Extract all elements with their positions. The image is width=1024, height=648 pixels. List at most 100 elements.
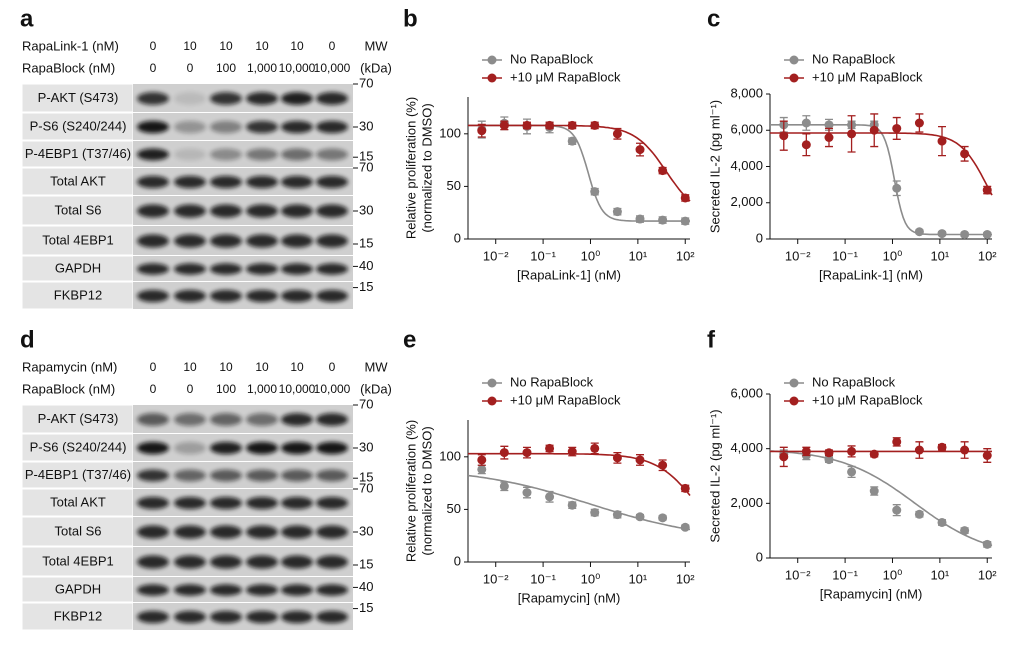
- blot-band: [281, 584, 313, 596]
- blot-band: [281, 289, 313, 303]
- blot-band: [281, 92, 313, 105]
- blot-band: [281, 469, 313, 482]
- data-point: [590, 187, 600, 197]
- data-point: [914, 118, 924, 128]
- legend-marker: [487, 378, 497, 388]
- blot-band: [316, 289, 348, 303]
- blot-row-label: Total S6: [55, 202, 102, 217]
- x-tick-label: 10⁰: [883, 567, 903, 582]
- blot-band: [281, 263, 313, 275]
- data-point: [982, 185, 992, 195]
- fit-curve: [769, 450, 993, 547]
- blot-band: [174, 120, 206, 134]
- lane-value: 10: [219, 39, 233, 53]
- data-point: [869, 449, 879, 459]
- data-point: [658, 166, 668, 176]
- panel-letter: e: [403, 326, 416, 353]
- blot-band: [137, 92, 169, 105]
- data-point: [914, 445, 924, 455]
- data-point: [477, 126, 487, 136]
- mw-label: 70: [359, 159, 373, 174]
- data-point: [847, 446, 857, 456]
- blot-band: [316, 584, 348, 596]
- lane-value: 10: [290, 39, 304, 53]
- x-tick-label: 10⁰: [581, 248, 601, 263]
- blot-band: [210, 555, 242, 569]
- y-tick-label: 0: [756, 549, 763, 564]
- blot-band: [137, 175, 169, 189]
- data-point: [567, 500, 577, 510]
- legend-label: +10 μM RapaBlock: [510, 392, 621, 407]
- y-tick-label: 0: [454, 230, 461, 245]
- blot-row-label: FKBP12: [54, 287, 102, 302]
- legend-marker: [789, 55, 799, 65]
- x-tick-label: 10⁻²: [483, 571, 509, 586]
- lane-value: 10,000: [279, 61, 316, 75]
- data-point: [545, 492, 555, 502]
- lane-value: 10: [183, 39, 197, 53]
- blot-band: [137, 610, 169, 624]
- data-point: [590, 443, 600, 453]
- mw-label: 15: [359, 235, 373, 250]
- mw-label: 70: [359, 396, 373, 411]
- data-point: [477, 455, 487, 465]
- data-point: [635, 455, 645, 465]
- mw-label: 40: [359, 579, 373, 594]
- lane-value: 10: [290, 360, 304, 374]
- blot-band: [210, 584, 242, 596]
- data-point: [892, 505, 902, 515]
- blot-band: [210, 234, 242, 248]
- y-tick-label: 6,000: [730, 385, 763, 400]
- data-point: [635, 145, 645, 155]
- blot-band: [281, 204, 313, 218]
- blot-row-label: P-4EBP1 (T37/46): [25, 467, 131, 482]
- legend-marker: [487, 396, 497, 406]
- data-point: [779, 452, 789, 462]
- blot-band: [246, 610, 278, 624]
- lane-value: 10,000: [314, 382, 351, 396]
- blot-band: [281, 525, 313, 539]
- blot-row-label: P-AKT (S473): [38, 411, 119, 426]
- blot-band: [174, 413, 206, 426]
- blot-band: [246, 469, 278, 482]
- data-point: [477, 464, 487, 474]
- lane-value: 10,000: [314, 61, 351, 75]
- blot-band: [210, 610, 242, 624]
- blot-band: [316, 148, 348, 161]
- mw-label: 30: [359, 118, 373, 133]
- blot-row-label: FKBP12: [54, 608, 102, 623]
- lane-value: 0: [150, 39, 157, 53]
- data-point: [612, 453, 622, 463]
- treatment-name: RapaBlock (nM): [22, 60, 115, 75]
- lane-value: 100: [216, 382, 236, 396]
- panel-letter: f: [707, 326, 716, 353]
- x-tick-label: 10⁻¹: [530, 248, 556, 263]
- data-point: [847, 129, 857, 139]
- blot-band: [174, 204, 206, 218]
- mw-label: 30: [359, 439, 373, 454]
- x-tick-label: 10¹: [628, 571, 647, 586]
- blot-band: [137, 289, 169, 303]
- blot-band: [281, 610, 313, 624]
- lane-value: 10,000: [279, 382, 316, 396]
- blot-band: [174, 92, 206, 105]
- data-point: [801, 446, 811, 456]
- blot-band: [246, 584, 278, 596]
- data-point: [499, 120, 509, 130]
- blot-band: [174, 148, 206, 161]
- blot-label-cell: [21, 602, 134, 631]
- y-axis-label: (normalized to DMSO): [419, 426, 434, 555]
- x-tick-label: 10²: [978, 567, 997, 582]
- legend-label: +10 μM RapaBlock: [812, 69, 923, 84]
- blot-band: [246, 555, 278, 569]
- y-tick-label: 4,000: [730, 158, 763, 173]
- data-point: [499, 481, 509, 491]
- data-point: [824, 120, 834, 130]
- blot-row-label: GAPDH: [55, 260, 101, 275]
- legend-label: No RapaBlock: [510, 51, 594, 66]
- treatment-name: RapaBlock (nM): [22, 381, 115, 396]
- data-point: [914, 509, 924, 519]
- x-tick-label: 10⁻¹: [832, 567, 858, 582]
- data-point: [635, 214, 645, 224]
- data-point: [680, 193, 690, 203]
